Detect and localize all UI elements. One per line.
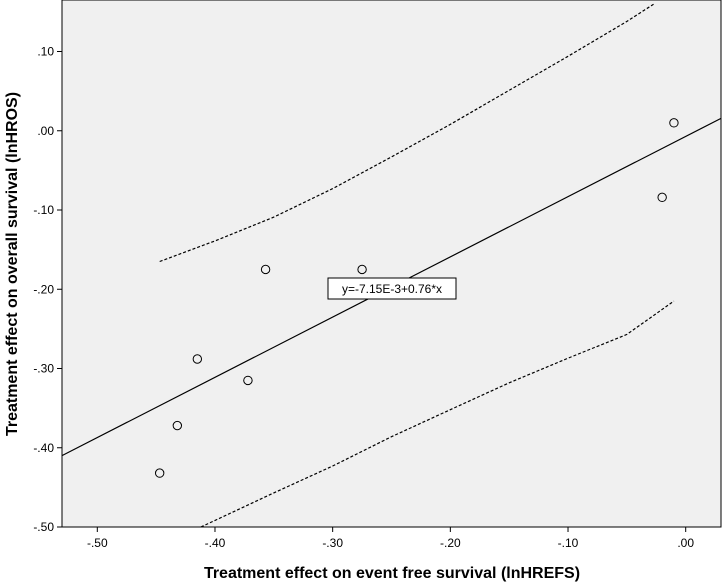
y-tick-label: -.10 <box>33 203 54 217</box>
x-axis-title: Treatment effect on event free survival … <box>204 565 580 582</box>
equation-label: y=-7.15E-3+0.76*x <box>342 282 442 296</box>
x-tick-label: -.30 <box>322 536 343 550</box>
y-tick-label: -.40 <box>33 441 54 455</box>
x-tick-label: -.10 <box>558 536 579 550</box>
data-point <box>192 354 203 364</box>
y-tick-label: .00 <box>37 124 54 138</box>
x-tick-label: -.50 <box>87 536 108 550</box>
equation-box <box>327 277 457 300</box>
x-tick-label: -.40 <box>205 536 226 550</box>
data-point <box>669 118 679 128</box>
x-axis: -.50 -.40 -.30 -.20 -.10 .00 <box>87 527 694 550</box>
y-tick-label: -.20 <box>33 282 54 296</box>
y-axis-title: Treatment effect on overall survival (ln… <box>4 92 21 436</box>
data-point <box>260 264 271 275</box>
ci-upper-curve <box>159 3 655 263</box>
equation-annotation: y=-7.15E-3+0.76*x <box>327 277 457 300</box>
plot-area <box>61 0 722 528</box>
data-point <box>172 420 183 431</box>
x-tick-label: -.20 <box>440 536 461 550</box>
y-tick-label: -.50 <box>33 520 54 534</box>
data-point <box>357 264 367 275</box>
data-point <box>154 468 165 478</box>
ci-lower-curve <box>200 300 675 528</box>
y-axis: -.50 -.40 -.30 -.20 -.10 .00 .10 <box>33 45 62 534</box>
data-point <box>657 192 667 203</box>
y-tick-label: .10 <box>37 45 54 59</box>
x-tick-label: .00 <box>677 536 694 550</box>
data-point <box>243 375 253 386</box>
y-tick-label: -.30 <box>33 362 54 376</box>
